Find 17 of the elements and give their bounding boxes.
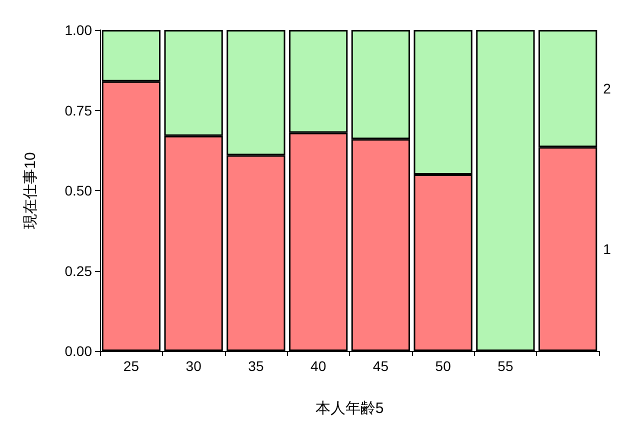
series-label: 2: [603, 80, 612, 97]
x-tick-label: 40: [310, 358, 326, 374]
x-tick-label: 50: [435, 358, 452, 374]
y-axis-title: 現在仕事10: [22, 152, 39, 229]
y-tick-label: 1.00: [64, 22, 92, 38]
x-tick-label: 55: [498, 358, 514, 374]
y-tick-label: 0.75: [64, 102, 92, 118]
bar: [476, 30, 535, 351]
x-tick-label: 25: [123, 358, 140, 374]
x-tick-label: 30: [186, 358, 202, 374]
y-tick-label: 0.25: [64, 262, 92, 279]
series-label: 1: [603, 241, 612, 258]
x-axis-title: 本人年齢5: [315, 400, 384, 417]
x-tick-label: 35: [248, 358, 264, 374]
y-tick-label: 0.00: [64, 343, 92, 359]
x-tick-label: 45: [372, 358, 389, 374]
y-tick-label: 0.50: [64, 182, 92, 198]
